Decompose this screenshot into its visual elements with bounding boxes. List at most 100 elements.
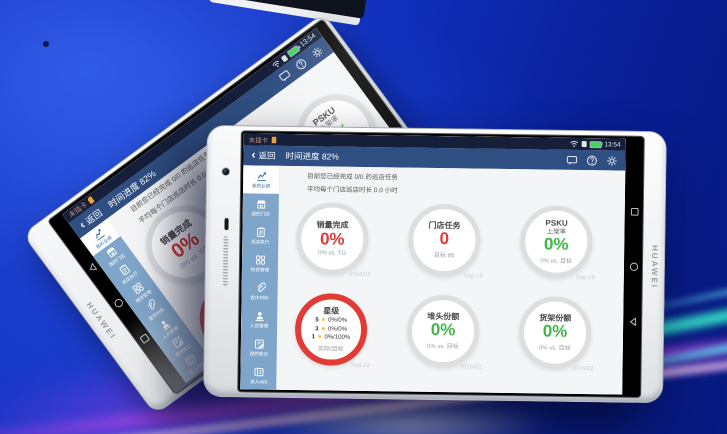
people-icon xyxy=(254,310,265,321)
sidebar-item-label: 我的门店 xyxy=(251,211,270,217)
sidebar-item-label: 人员管理 xyxy=(249,323,269,329)
appbar-actions xyxy=(277,45,325,84)
sidebar: 我的业绩我的门店巡店执行物资管理宣传材料人员管理我的笔记进入IMB xyxy=(240,165,280,390)
sim-warning-icon xyxy=(271,136,276,143)
status-bar: 未插卡 13:54 xyxy=(62,27,323,224)
metric-sub: 0% vs. 目标 xyxy=(540,258,572,265)
message-icon[interactable] xyxy=(566,154,578,165)
sidebar-item-2[interactable]: 巡店执行 xyxy=(106,255,147,293)
front-tablet: HUAWEI 未插卡 13:54 ‹ 返回 时间进度 82% xyxy=(203,124,667,404)
star-values: 0%/100% xyxy=(324,334,351,341)
sidebar-item-1[interactable]: 我的门店 xyxy=(243,193,279,221)
clipboard-icon xyxy=(255,226,266,237)
store-icon xyxy=(255,198,266,209)
metric-sub: 0% vs. 目标 xyxy=(538,345,571,353)
android-nav-bar xyxy=(623,137,644,397)
sidebar-item-label: 我的笔记 xyxy=(249,351,268,357)
status-left: 未插卡 xyxy=(248,134,277,145)
metric-value: 0% xyxy=(542,321,568,342)
store-icon xyxy=(103,245,118,260)
sidebar-item-0[interactable]: 我的业绩 xyxy=(79,218,121,257)
sidebar-item-label: 巡店执行 xyxy=(251,239,270,245)
sidebar-item-3[interactable]: 物资管理 xyxy=(242,249,278,277)
help-icon[interactable] xyxy=(586,155,597,166)
wifi-icon xyxy=(271,58,283,70)
recents-icon[interactable] xyxy=(137,332,151,346)
recents-icon[interactable] xyxy=(629,207,639,217)
sidebar-item-5[interactable]: 人员管理 xyxy=(241,305,277,333)
star-icon: ★ xyxy=(320,325,326,333)
status-right: 13:54 xyxy=(271,32,318,70)
star-count: 5 xyxy=(315,317,319,324)
sidebar-item-label: 物资管理 xyxy=(250,267,270,273)
sidebar-item-1[interactable]: 我的门店 xyxy=(93,236,134,274)
battery-icon xyxy=(589,140,602,148)
sidebar-item-7[interactable]: 进入IMB xyxy=(240,361,276,389)
metric-ring: 销量完成 0% 0% vs. TG xyxy=(295,202,369,276)
front-tablet-screen-glass: 未插卡 13:54 ‹ 返回 时间进度 82% 我的业绩我的门店巡店执行物资管理… xyxy=(238,131,644,397)
back-label: 返回 xyxy=(258,150,276,161)
no-sim-label: 未插卡 xyxy=(248,137,269,145)
paperclip-icon xyxy=(254,281,266,293)
metric-value: 0% xyxy=(543,234,569,254)
star-count: 1 xyxy=(311,334,316,341)
metric-value: 0% xyxy=(319,229,345,249)
app-nav-bar: ‹ 返回 时间进度 82% xyxy=(243,145,626,171)
home-icon[interactable] xyxy=(628,262,638,272)
home-icon[interactable] xyxy=(111,296,125,310)
sidebar-item-3[interactable]: 物资管理 xyxy=(120,273,161,311)
star-values: 0%/0% xyxy=(327,326,347,333)
storage-icon xyxy=(280,53,289,62)
background-dot xyxy=(43,41,49,47)
metric-sub: 0% vs. TG xyxy=(318,250,347,257)
back-icon[interactable] xyxy=(628,317,638,327)
dashboard: 目前您已经完成 0/0 的巡店任务 平均每个门店巡店时长 0.0 小时 销量完成… xyxy=(276,166,625,395)
sidebar-item-0[interactable]: 我的业绩 xyxy=(242,165,280,194)
metric-date: Sep.19 xyxy=(350,362,370,370)
settings-icon[interactable] xyxy=(606,155,617,166)
sidebar-item-2[interactable]: 巡店执行 xyxy=(242,221,278,249)
message-icon[interactable] xyxy=(277,68,292,83)
appbar-actions xyxy=(566,154,617,166)
settings-icon[interactable] xyxy=(310,45,325,60)
back-icon[interactable] xyxy=(85,261,99,275)
speaker-grille xyxy=(222,236,229,287)
metric-date: 2016/02 xyxy=(349,271,371,279)
status-bar: 未插卡 13:54 xyxy=(243,133,626,151)
clock: 13:54 xyxy=(604,140,621,149)
front-tablet-display: 未插卡 13:54 ‹ 返回 时间进度 82% 我的业绩我的门店巡店执行物资管理… xyxy=(240,133,626,395)
metric-date: Sep.19 xyxy=(463,273,483,280)
grid-icon xyxy=(130,281,145,296)
bezel-button xyxy=(224,218,229,231)
huawei-logo: HUAWEI xyxy=(649,245,660,290)
star-footer: 实际/目标 xyxy=(317,345,344,353)
status-right: 13:54 xyxy=(569,140,621,149)
sidebar-item-6[interactable]: 我的笔记 xyxy=(241,333,277,361)
grid-icon xyxy=(254,254,265,265)
metric-title: 星级 xyxy=(323,306,340,317)
enter-icon xyxy=(253,366,264,377)
star-values: 0%/0% xyxy=(328,317,348,324)
back-button[interactable]: ‹ 返回 xyxy=(251,147,276,161)
sidebar-item-label: 宣传材料 xyxy=(250,295,269,301)
metric-sub: 0% vs. 目标 xyxy=(426,344,459,351)
front-camera-icon xyxy=(222,168,230,176)
sidebar-item-4[interactable]: 宣传材料 xyxy=(241,277,277,305)
storage-icon xyxy=(581,141,587,148)
sidebar-item-label: 进入IMB xyxy=(249,379,268,385)
help-icon[interactable] xyxy=(294,57,309,72)
note-icon xyxy=(253,338,264,349)
app-nav-bar: ‹ 返回 时间进度 82% xyxy=(68,36,334,239)
